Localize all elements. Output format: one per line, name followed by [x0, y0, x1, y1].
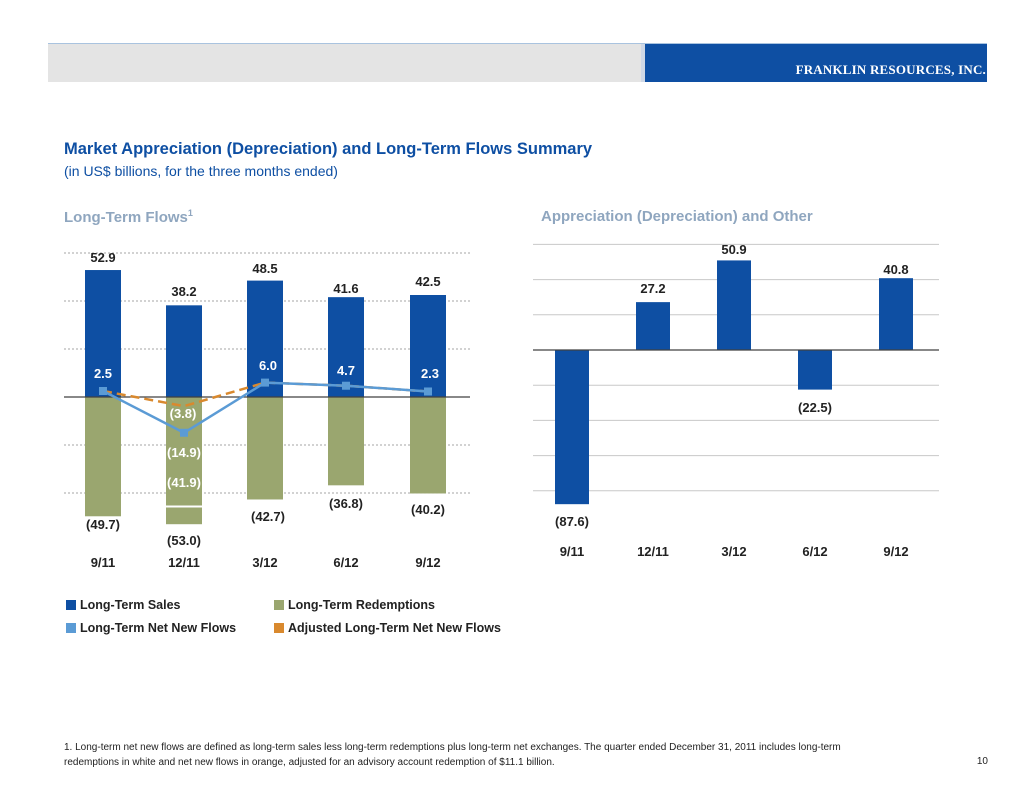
appreciation-value-label: 50.9 — [721, 242, 746, 257]
legend-label-redemptions: Long-Term Redemptions — [288, 598, 435, 612]
legend-item-sales: Long-Term Sales — [66, 598, 180, 612]
footnote: 1. Long-term net new flows are defined a… — [64, 742, 841, 768]
appreciation-bar — [798, 350, 832, 390]
redemptions-bar — [410, 397, 446, 494]
legend-item-net-flows: Long-Term Net New Flows — [66, 621, 236, 635]
net-flows-marker — [342, 381, 350, 390]
x-tick-label: 6/12 — [333, 555, 358, 570]
header-brand-bar — [645, 44, 987, 82]
sales-bar — [410, 295, 446, 397]
redemptions-value-label: (53.0) — [167, 533, 201, 548]
company-name: FRANKLIN RESOURCES, INC. — [795, 62, 986, 77]
legend-swatch-redemptions — [274, 600, 284, 610]
net-flows-marker — [180, 428, 188, 437]
redemptions-value-label: (40.2) — [411, 502, 445, 517]
sales-value-label: 41.6 — [333, 281, 358, 296]
legend-swatch-sales — [66, 600, 76, 610]
appreciation-value-label: (87.6) — [555, 514, 589, 529]
appreciation-chart-title: Appreciation (Depreciation) and Other — [541, 208, 813, 225]
appreciation-value-label: 27.2 — [640, 281, 665, 296]
page-subtitle: (in US$ billions, for the three months e… — [64, 163, 338, 179]
legend-swatch-net-flows — [66, 623, 76, 633]
redemptions-bar — [247, 397, 283, 500]
flows-chart-title-text: Long-Term Flows — [64, 209, 188, 226]
legend-swatch-adjusted-flows — [274, 623, 284, 633]
net-flows-value-label: 4.7 — [337, 363, 355, 378]
net-flows-value-label: (14.9) — [167, 445, 201, 460]
page-title: Market Appreciation (Depreciation) and L… — [64, 140, 593, 158]
sales-bar — [85, 270, 121, 397]
redemptions-value-label: (36.8) — [329, 496, 363, 511]
sales-value-label: 38.2 — [171, 284, 196, 299]
x-tick-label: 9/11 — [560, 544, 585, 559]
page-number: 10 — [976, 756, 988, 767]
adjusted-redemptions-label: (41.9) — [167, 475, 201, 490]
net-flows-value-label: 2.5 — [94, 366, 112, 381]
legend-label-net-flows: Long-Term Net New Flows — [80, 621, 237, 635]
sales-value-label: 42.5 — [415, 274, 440, 289]
sales-bar — [166, 305, 202, 397]
net-flows-value-label: 2.3 — [421, 366, 439, 381]
sales-bar — [247, 280, 283, 397]
appreciation-bar — [636, 302, 670, 350]
sales-value-label: 48.5 — [252, 261, 277, 276]
x-tick-label: 12/11 — [168, 555, 200, 570]
redemptions-bar — [328, 397, 364, 486]
header-divider — [641, 44, 645, 82]
adjusted-net-flows-value-label: (3.8) — [170, 406, 197, 421]
legend-item-redemptions: Long-Term Redemptions — [274, 598, 435, 612]
footnote-marker: 1 — [187, 208, 193, 218]
x-tick-label: 9/12 — [415, 555, 440, 570]
net-flows-marker — [424, 387, 432, 396]
sales-value-label: 52.9 — [90, 250, 115, 265]
x-tick-label: 3/12 — [252, 555, 277, 570]
x-tick-label: 6/12 — [802, 544, 827, 559]
net-flows-value-label: 6.0 — [259, 358, 277, 373]
redemptions-bar — [166, 397, 202, 525]
appreciation-value-label: 40.8 — [883, 262, 908, 277]
appreciation-bar — [717, 260, 751, 350]
flows-chart-title: Long-Term Flows1 — [64, 208, 193, 226]
appreciation-value-label: (22.5) — [798, 400, 832, 415]
legend-item-adjusted-flows: Adjusted Long-Term Net New Flows — [274, 621, 501, 635]
legend-label-adjusted-flows: Adjusted Long-Term Net New Flows — [288, 621, 501, 635]
x-tick-label: 9/12 — [883, 544, 908, 559]
header-rule — [48, 43, 987, 44]
legend-label-sales: Long-Term Sales — [80, 598, 181, 612]
appreciation-bar — [879, 278, 913, 350]
net-flows-marker — [261, 378, 269, 387]
redemptions-value-label: (42.7) — [251, 509, 285, 524]
redemptions-bar — [85, 397, 121, 517]
appreciation-bar — [555, 350, 589, 505]
header-band — [48, 44, 641, 82]
redemptions-value-label: (49.7) — [86, 517, 120, 532]
net-flows-marker — [99, 387, 107, 395]
x-tick-label: 12/11 — [637, 544, 669, 559]
sales-bar — [328, 297, 364, 397]
x-tick-label: 3/12 — [721, 544, 746, 559]
x-tick-label: 9/11 — [91, 555, 116, 570]
